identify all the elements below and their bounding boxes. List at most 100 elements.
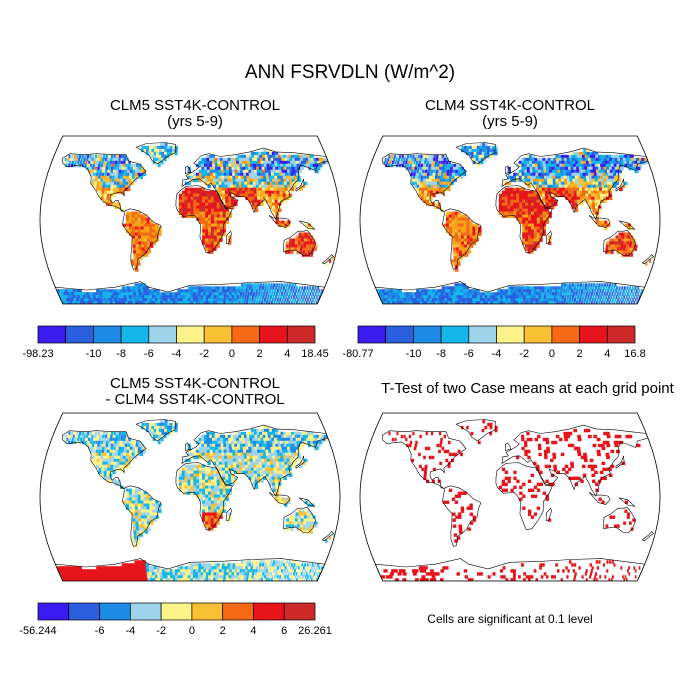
map-cell [216,479,221,484]
map-cell [224,455,228,460]
map-cell [108,455,112,460]
map-cell [301,154,306,159]
map-cell [474,295,478,299]
map-cell [574,154,578,159]
map-cell [266,286,270,290]
map-cell [181,473,186,478]
map-cell [510,211,514,215]
map-cell [303,458,308,463]
map-cell [64,434,67,439]
map-cell [422,292,427,296]
map-cell [132,166,136,171]
map-cell [137,232,142,236]
map-cell [178,476,183,481]
map-cell [556,166,561,171]
map-cell [85,295,90,299]
map-cell [605,193,610,198]
map-cell [210,301,214,304]
map-cell [275,211,279,215]
map-cell [265,473,270,478]
map-cell [484,142,488,147]
map-cell [239,166,244,171]
map-cell [247,458,251,463]
map-cell [440,172,444,177]
map-cell [516,202,520,207]
map-cell [420,154,423,159]
map-cell [522,211,526,215]
map-cell [588,289,592,293]
map-cell [238,437,243,442]
map-cell [313,295,316,299]
map-cell [577,283,580,287]
map-cell [543,163,547,168]
map-cell [206,154,210,159]
map-cell [433,166,437,171]
map-cell [174,145,178,150]
map-cell [281,446,286,451]
map-cell [415,295,420,299]
map-cell [126,211,130,215]
map-cell [97,163,101,168]
map-cell [542,223,546,227]
map-cell [527,190,532,195]
map-cell [399,160,403,165]
map-cell [134,449,138,454]
map-cell [464,241,468,245]
map-cell [253,428,258,433]
map-cell [293,452,298,457]
map-cell [109,476,113,481]
map-cell [114,160,118,165]
map-cell [576,166,580,171]
map-cell [286,458,291,463]
map-cell [604,298,607,302]
map-cell [286,434,291,439]
map-cell [293,301,296,304]
map-cell [537,166,542,171]
map-cell [565,190,569,195]
map-cell [259,187,263,192]
map-cell [187,211,191,215]
map-cell [277,473,281,478]
map-cell [207,449,211,454]
map-cell [207,193,212,198]
map-cell [115,190,119,195]
map-cell [124,289,129,293]
map-cell [567,184,571,189]
map-cell [222,470,226,475]
map-cell [203,160,208,165]
map-cell [272,458,277,463]
map-cell [233,464,237,469]
map-cell [116,187,120,192]
map-cell [119,458,123,463]
map-cell [524,241,529,245]
map-cell [472,235,476,239]
map-cell [98,187,102,192]
map-cell [623,241,627,245]
map-cell [228,437,232,442]
map-cell [629,286,632,290]
map-cell [271,449,275,454]
map-cell [108,163,112,168]
map-cell [190,295,194,299]
map-cell [190,485,194,489]
map-cell [298,169,302,174]
map-cell [128,437,131,442]
map-cell [582,190,586,195]
map-cell [221,464,226,469]
map-cell [621,235,625,239]
map-cell [122,163,126,168]
map-cell [56,289,62,293]
map-cell [114,178,118,183]
map-cell [233,193,238,198]
map-cell [555,286,558,290]
map-cell [126,295,130,299]
map-cell [419,301,424,304]
map-cell [81,154,84,159]
map-cell [452,238,456,242]
map-cell [400,295,405,299]
map-cell [524,193,529,198]
map-cell [535,178,540,183]
map-cell [550,301,554,304]
map-cell [141,295,146,299]
map-cell [210,250,214,254]
